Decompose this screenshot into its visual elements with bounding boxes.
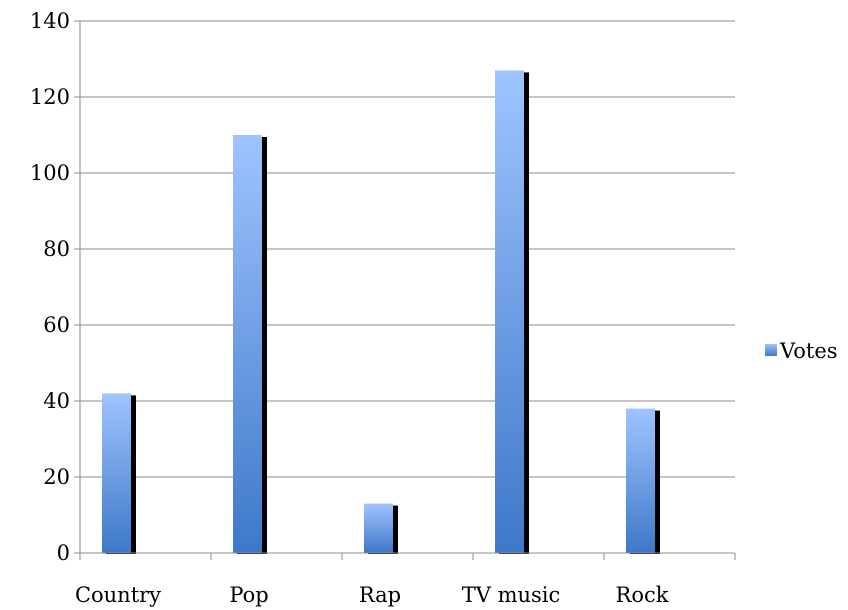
x-axis xyxy=(79,552,736,560)
bar-shadow xyxy=(262,137,267,553)
x-category-label: Rock xyxy=(616,583,669,607)
legend: Votes xyxy=(765,339,838,363)
y-tick-label: 20 xyxy=(43,465,70,489)
bar-shadow xyxy=(524,72,529,554)
x-axis-category-labels: Country Pop Rap TV music Rock xyxy=(75,583,669,607)
legend-swatch-votes xyxy=(765,344,777,356)
y-tick-label: 100 xyxy=(30,161,70,185)
y-tick-label: 0 xyxy=(57,541,70,565)
bar-country xyxy=(102,393,131,553)
bar-tv-music xyxy=(495,70,524,554)
y-tick-label: 120 xyxy=(30,85,70,109)
x-category-label: Country xyxy=(75,583,161,607)
bar-shadow xyxy=(131,395,136,553)
y-tick-label: 80 xyxy=(43,237,70,261)
bar-rap xyxy=(364,503,393,553)
x-category-label: TV music xyxy=(462,583,561,607)
bar-shadow xyxy=(393,505,398,553)
y-tick-label: 140 xyxy=(30,9,70,33)
gridlines xyxy=(74,20,735,554)
x-category-label: Pop xyxy=(229,583,268,607)
bars xyxy=(102,70,660,554)
y-axis-tick-labels: 0 20 40 60 80 100 120 140 xyxy=(30,9,70,565)
y-tick-label: 40 xyxy=(43,389,70,413)
bar-pop xyxy=(233,135,262,553)
bar-shadow xyxy=(655,410,660,553)
bar-rock xyxy=(626,408,655,553)
legend-label-votes: Votes xyxy=(779,339,838,363)
y-tick-label: 60 xyxy=(43,313,70,337)
x-category-label: Rap xyxy=(359,583,401,607)
